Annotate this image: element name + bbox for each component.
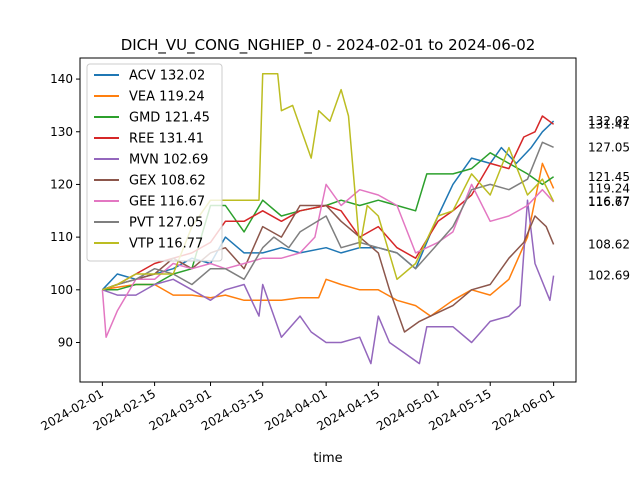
y-tick-label: 130 (50, 125, 73, 139)
series-line-gex (102, 204, 555, 333)
series-line-mvn (102, 199, 555, 365)
end-value-label: 132.02 (588, 114, 630, 128)
end-value-label: 116.67 (588, 195, 630, 209)
x-tick-label: 2024-06-01 (490, 386, 557, 433)
end-value-label: 121.45 (588, 170, 630, 184)
end-value-label: 127.05 (588, 140, 630, 154)
y-tick-label: 140 (50, 72, 73, 86)
series-line-pvt (102, 141, 554, 291)
chart-title: DICH_VU_CONG_NGHIEP_0 - 2024-02-01 to 20… (121, 36, 536, 55)
series-line-gmd (102, 152, 555, 291)
legend-entry: REE 131.41 (129, 132, 204, 147)
legend-entry: VTP 116.77 (129, 237, 203, 252)
legend-entry: ACV 132.02 (129, 69, 205, 84)
legend-entry: GMD 121.45 (129, 111, 210, 126)
y-tick-label: 120 (50, 177, 73, 191)
end-value-label: 119.24 (588, 181, 630, 195)
end-value-label: 108.62 (588, 237, 630, 251)
x-axis-label: time (313, 451, 342, 466)
plot-frame (79, 57, 577, 383)
legend: ACV 132.02 VEA 119.24 GMD 121.45 REE 131.41… (86, 63, 223, 262)
y-axis: 90 100 110 120 130 140 (50, 72, 80, 349)
legend-entry: GEE 116.67 (129, 195, 205, 210)
end-value-label: 131.41 (588, 117, 630, 131)
x-axis: 2024-02-012024-02-152024-03-012024-03-15… (38, 382, 557, 433)
y-tick-label: 100 (50, 283, 73, 297)
legend-entry: GEX 108.62 (129, 174, 206, 189)
legend-entry: PVT 127.05 (129, 216, 203, 231)
legend-box (86, 63, 223, 262)
legend-entry: MVN 102.69 (129, 153, 208, 168)
end-value-label: 116.77 (588, 194, 630, 208)
end-value-label: 102.69 (588, 269, 630, 283)
y-tick-label: 110 (50, 230, 73, 244)
y-tick-label: 90 (58, 335, 73, 349)
legend-entry: VEA 119.24 (129, 90, 205, 105)
series-line-vea (102, 162, 555, 317)
